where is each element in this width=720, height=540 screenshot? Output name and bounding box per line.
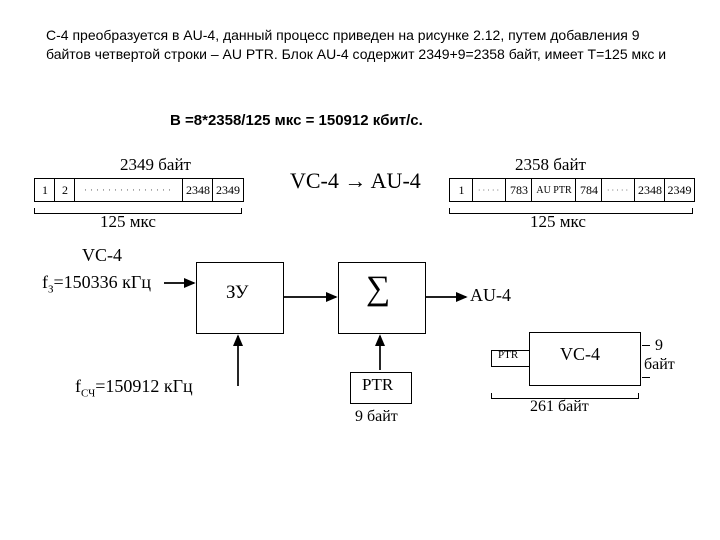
right-time-label: 125 мкс xyxy=(530,212,586,232)
fc-label: fСЧ=150912 кГц xyxy=(75,376,193,400)
left-cell-dots: ··············· xyxy=(74,178,184,202)
ptr-text: PTR xyxy=(362,375,393,395)
side-9: 9 xyxy=(655,337,663,355)
right-cell-3: AU PTR xyxy=(531,178,577,202)
diagram-area: 2349 байт 2358 байт VC-4 → AU-4 1 2 ····… xyxy=(30,140,690,520)
right-cell-4: 784 xyxy=(575,178,603,202)
brace-bot xyxy=(642,377,650,378)
right-cell-1: 1 xyxy=(449,178,474,202)
brace-top xyxy=(642,345,650,346)
left-bytes-label: 2349 байт xyxy=(120,155,191,175)
left-time-label: 125 мкс xyxy=(100,212,156,232)
paragraph: С-4 преобразуется в AU-4, данный процесс… xyxy=(46,26,676,64)
bottom-bytes: 261 байт xyxy=(530,398,589,416)
vc4-box-text: VC-4 xyxy=(560,344,600,365)
sum-symbol: ∑ xyxy=(366,270,390,308)
right-cell-2: 783 xyxy=(505,178,533,202)
right-cell-dots2: ····· xyxy=(601,178,636,202)
ptr-bytes: 9 байт xyxy=(355,408,398,426)
side-bytes: байт xyxy=(644,356,675,374)
left-cell-4: 2349 xyxy=(212,178,244,202)
right-cell-6: 2349 xyxy=(664,178,695,202)
formula: В =8*2358/125 мкс = 150912 кбит/с. xyxy=(170,112,423,129)
right-cell-dots1: ····· xyxy=(472,178,507,202)
right-bytes-label: 2358 байт xyxy=(515,155,586,175)
left-cell-1: 1 xyxy=(34,178,56,202)
ptr-small-text: PTR xyxy=(498,349,518,361)
zu-text: ЗУ xyxy=(226,282,249,304)
right-cell-5: 2348 xyxy=(634,178,666,202)
left-cell-2: 2 xyxy=(54,178,76,202)
center-title: VC-4 → AU-4 xyxy=(290,168,421,194)
left-cell-3: 2348 xyxy=(182,178,214,202)
vc4-label: VC-4 xyxy=(82,245,122,266)
au4-label: AU-4 xyxy=(470,285,511,306)
fz-label: fЗ=150336 кГц xyxy=(42,272,151,296)
